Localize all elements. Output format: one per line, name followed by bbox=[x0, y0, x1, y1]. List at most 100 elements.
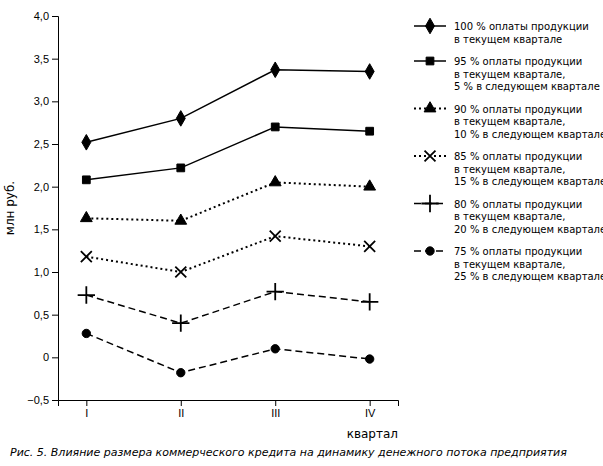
legend-entry: 100 % оплаты продукциив текущем квартале bbox=[414, 18, 589, 44]
legend-marker bbox=[426, 247, 434, 255]
legend-label: 90 % оплаты продукциив текущем квартале,… bbox=[454, 104, 603, 140]
y-tick: 0,5 bbox=[34, 309, 58, 321]
y-axis: −0,5 0 0,5 1,0 1,5 2,0 2,5 3,0 3,5 4,0 bbox=[27, 10, 58, 406]
legend-marker bbox=[426, 18, 435, 34]
marker bbox=[366, 127, 374, 135]
x-axis-title: квартал bbox=[347, 427, 398, 441]
marker bbox=[361, 293, 378, 310]
x-tick-mark bbox=[86, 400, 87, 406]
y-tick-mark bbox=[52, 400, 58, 401]
y-tick-label: 0,5 bbox=[34, 309, 49, 321]
y-tick-label: 3,0 bbox=[34, 95, 49, 107]
marker bbox=[82, 176, 90, 184]
legend-entry: 95 % оплаты продукциив текущем квартале,… bbox=[414, 56, 600, 92]
series bbox=[82, 62, 374, 150]
x-tick-mark bbox=[370, 400, 371, 406]
line bbox=[86, 292, 369, 324]
y-tick-label: 4,0 bbox=[34, 10, 49, 22]
y-tick: 1,5 bbox=[34, 223, 58, 235]
marker bbox=[177, 369, 185, 377]
y-tick-label: −0,5 bbox=[27, 394, 49, 406]
marker bbox=[81, 251, 92, 262]
y-tick: 2,0 bbox=[34, 181, 58, 193]
y-axis-line bbox=[52, 17, 59, 401]
legend: 100 % оплаты продукциив текущем квартале… bbox=[414, 18, 603, 282]
x-axis: IIIIIIIV bbox=[59, 400, 399, 419]
marker bbox=[364, 241, 375, 252]
x-tick-mark bbox=[181, 400, 182, 406]
line bbox=[86, 182, 369, 220]
marker bbox=[175, 214, 187, 224]
y-tick-label: 2,5 bbox=[34, 138, 49, 150]
legend-label: 85 % оплаты продукциив текущем квартале,… bbox=[454, 151, 603, 187]
y-axis-title: млн руб. bbox=[3, 181, 17, 235]
x-tick-label: IV bbox=[365, 407, 376, 419]
y-tick-mark bbox=[52, 229, 58, 230]
x-axis-line bbox=[59, 401, 399, 407]
y-tick: 4,0 bbox=[34, 10, 58, 22]
legend-entry: 80 % оплаты продукциив текущем квартале,… bbox=[414, 195, 603, 235]
y-tick: 3,5 bbox=[34, 53, 58, 65]
y-tick-label: 2,0 bbox=[34, 181, 49, 193]
x-tick-label: III bbox=[271, 407, 280, 419]
caption: Рис. 5. Влияние размера коммерческого кр… bbox=[10, 446, 567, 459]
y-tick-mark bbox=[52, 187, 58, 188]
marker bbox=[80, 211, 92, 221]
marker bbox=[175, 267, 186, 278]
x-tick-label: II bbox=[178, 407, 184, 419]
y-tick-label: 3,5 bbox=[34, 53, 49, 65]
y-tick: 3,0 bbox=[34, 95, 58, 107]
marker bbox=[82, 329, 90, 337]
legend-entry: 90 % оплаты продукциив текущем квартале,… bbox=[414, 102, 603, 140]
y-tick-mark bbox=[52, 272, 58, 273]
x-tick: IV bbox=[365, 400, 376, 419]
marker bbox=[177, 164, 185, 172]
legend-marker bbox=[426, 57, 434, 65]
legend-label: 75 % оплаты продукциив текущем квартале,… bbox=[454, 246, 603, 282]
y-tick: 2,5 bbox=[34, 138, 58, 150]
y-tick-mark bbox=[52, 59, 58, 60]
x-tick: III bbox=[271, 400, 280, 419]
marker bbox=[365, 64, 374, 80]
legend-entry: 75 % оплаты продукциив текущем квартале,… bbox=[414, 246, 603, 282]
series bbox=[81, 231, 375, 278]
y-tick: 0 bbox=[43, 351, 58, 363]
marker bbox=[364, 180, 376, 190]
series bbox=[82, 123, 373, 184]
y-tick-mark bbox=[52, 357, 58, 358]
x-tick-label: I bbox=[85, 407, 88, 419]
x-tick-mark bbox=[275, 400, 276, 406]
legend-marker bbox=[425, 151, 436, 162]
y-tick-mark bbox=[52, 315, 58, 316]
x-tick: I bbox=[85, 400, 88, 419]
y-tick: 1,0 bbox=[34, 266, 58, 278]
marker bbox=[78, 286, 95, 303]
marker bbox=[176, 111, 185, 127]
legend-label: 100 % оплаты продукциив текущем квартале bbox=[454, 21, 589, 45]
legend-entry: 85 % оплаты продукциив текущем квартале,… bbox=[414, 151, 603, 187]
legend-label: 95 % оплаты продукциив текущем квартале,… bbox=[454, 56, 600, 92]
series bbox=[80, 176, 375, 225]
y-tick: −0,5 bbox=[27, 394, 58, 406]
y-tick-mark bbox=[52, 144, 58, 145]
marker bbox=[267, 283, 284, 300]
y-tick-mark bbox=[52, 16, 58, 17]
marker bbox=[271, 62, 280, 78]
marker bbox=[82, 135, 91, 151]
y-tick-label: 0 bbox=[43, 351, 49, 363]
line bbox=[86, 70, 369, 143]
x-tick: II bbox=[178, 400, 184, 419]
plot-area: IIIIIIIV−0,500,51,01,52,02,53,03,54,0млн… bbox=[3, 10, 399, 441]
legend-marker bbox=[421, 195, 438, 212]
y-tick-label: 1,0 bbox=[34, 266, 49, 278]
chart: IIIIIIIV−0,500,51,01,52,02,53,03,54,0млн… bbox=[0, 0, 603, 466]
series bbox=[82, 329, 374, 377]
marker bbox=[271, 345, 279, 353]
marker bbox=[270, 231, 281, 242]
marker bbox=[271, 123, 279, 131]
legend-marker bbox=[424, 102, 436, 112]
marker bbox=[269, 176, 281, 186]
line bbox=[86, 127, 369, 180]
y-tick-label: 1,5 bbox=[34, 223, 49, 235]
y-tick-mark bbox=[52, 101, 58, 102]
